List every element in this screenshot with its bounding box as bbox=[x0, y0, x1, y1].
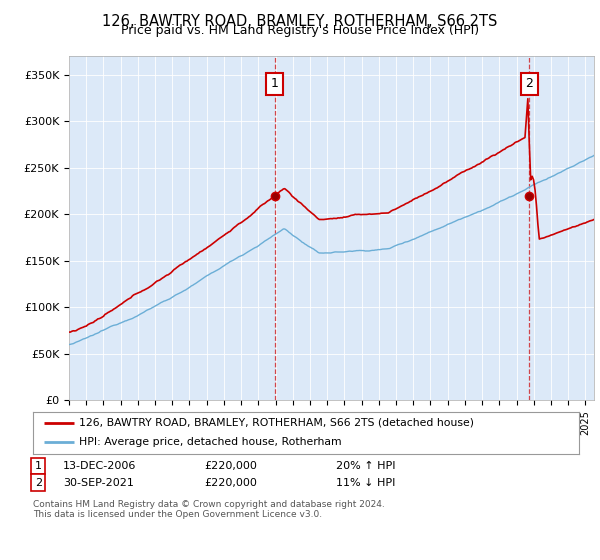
Text: Contains HM Land Registry data © Crown copyright and database right 2024.
This d: Contains HM Land Registry data © Crown c… bbox=[33, 500, 385, 519]
Text: Price paid vs. HM Land Registry's House Price Index (HPI): Price paid vs. HM Land Registry's House … bbox=[121, 24, 479, 37]
Text: 1: 1 bbox=[35, 461, 42, 471]
Text: 2: 2 bbox=[526, 77, 533, 90]
Text: 11% ↓ HPI: 11% ↓ HPI bbox=[336, 478, 395, 488]
Text: 126, BAWTRY ROAD, BRAMLEY, ROTHERHAM, S66 2TS (detached house): 126, BAWTRY ROAD, BRAMLEY, ROTHERHAM, S6… bbox=[79, 418, 475, 428]
Text: 126, BAWTRY ROAD, BRAMLEY, ROTHERHAM, S66 2TS: 126, BAWTRY ROAD, BRAMLEY, ROTHERHAM, S6… bbox=[103, 14, 497, 29]
Text: 1: 1 bbox=[271, 77, 278, 90]
Text: £220,000: £220,000 bbox=[204, 478, 257, 488]
Text: 30-SEP-2021: 30-SEP-2021 bbox=[63, 478, 134, 488]
Text: £220,000: £220,000 bbox=[204, 461, 257, 471]
Text: HPI: Average price, detached house, Rotherham: HPI: Average price, detached house, Roth… bbox=[79, 437, 342, 447]
Text: 13-DEC-2006: 13-DEC-2006 bbox=[63, 461, 136, 471]
Text: 20% ↑ HPI: 20% ↑ HPI bbox=[336, 461, 395, 471]
Text: 2: 2 bbox=[35, 478, 42, 488]
